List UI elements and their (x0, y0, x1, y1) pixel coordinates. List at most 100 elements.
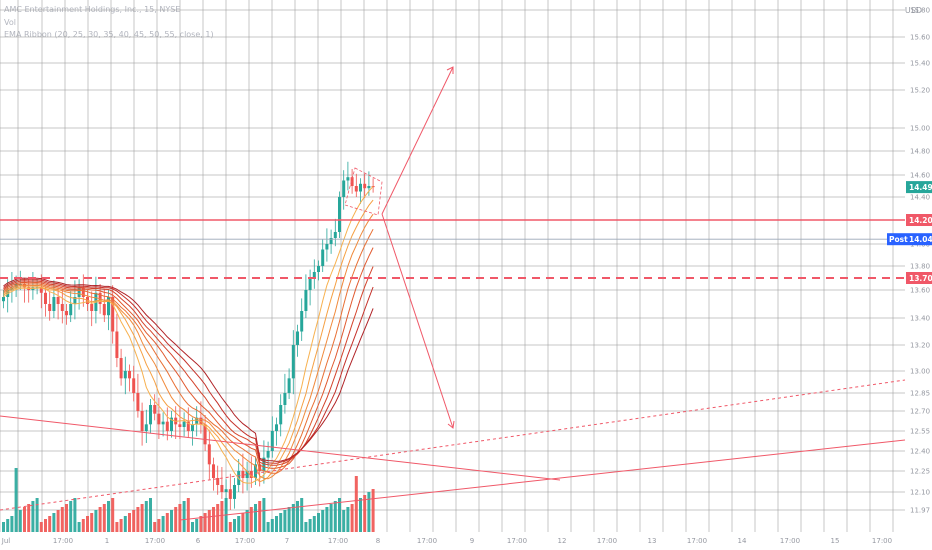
candle-body (287, 378, 291, 393)
candle-body (270, 431, 274, 451)
volume-bar (241, 513, 245, 532)
y-tick-label: 15.60 (910, 34, 930, 42)
candle-body (115, 331, 119, 358)
volume-bar (2, 522, 5, 532)
candle-body (153, 405, 157, 414)
volume-bar (157, 519, 161, 532)
x-tick-label: 1 (105, 537, 109, 545)
x-tick-label: 17:00 (53, 537, 73, 545)
volume-bar (296, 501, 299, 532)
candle-body (317, 266, 320, 272)
volume-bar (279, 513, 283, 532)
volume-bar (81, 519, 85, 532)
candle-body (161, 421, 165, 425)
candle-body (329, 238, 333, 244)
candle-body (191, 424, 194, 431)
x-tick-label: 15 (831, 537, 840, 545)
y-tick-label: 11.97 (910, 507, 930, 515)
y-tick-label: 12.55 (910, 428, 930, 436)
volume-bar (111, 498, 115, 532)
volume-bar (275, 516, 278, 532)
ema-ribbon-line (3, 199, 374, 483)
legend-indicator: EMA Ribbon (20, 25, 30, 35, 40, 45, 50, … (4, 30, 214, 39)
volume-bar (363, 495, 367, 532)
volume-bar (77, 522, 81, 532)
candle-body (304, 290, 308, 311)
volume-bar (283, 510, 287, 532)
y-tick-label: 13.40 (910, 315, 930, 323)
candle-body (275, 424, 278, 431)
x-tick-label: Jul (1, 537, 11, 545)
dashed-level-badge (906, 272, 932, 284)
candle-body (52, 297, 56, 311)
volume-bar (56, 510, 60, 532)
ema-ribbon-line (3, 277, 374, 462)
candle-body (359, 183, 362, 192)
post-label-text: Post (889, 235, 908, 244)
volume-bar (186, 498, 190, 532)
pattern-box (344, 167, 383, 216)
dashed-level-badge-text: 13.70 (909, 274, 932, 283)
candle-body (308, 278, 312, 290)
ema-ribbon-line (3, 228, 374, 474)
ema-ribbon-line (3, 279, 374, 464)
volume-bar (207, 510, 211, 532)
candle-body (321, 249, 325, 266)
y-tick-label: 15.80 (910, 7, 930, 15)
volume-bar (350, 504, 354, 532)
volume-bar (228, 522, 232, 532)
x-tick-label: 17:00 (235, 537, 255, 545)
arrow-up-line (381, 66, 454, 215)
volume-bar (354, 476, 358, 532)
candle-body (212, 464, 215, 478)
arrow-up-head (446, 66, 454, 74)
x-tick-label: 9 (470, 537, 474, 545)
volume-bar (65, 504, 68, 532)
volume-bar (115, 522, 119, 532)
volume-bar (199, 516, 203, 532)
volume-bar (136, 507, 140, 532)
volume-bar (31, 501, 35, 532)
level-badge-text: 14.20 (909, 216, 932, 225)
candle-body (333, 232, 337, 238)
y-tick-label: 13.00 (910, 368, 930, 376)
candle-body (233, 485, 236, 499)
arrow-down-line (381, 213, 454, 429)
volume-bar (90, 513, 94, 532)
x-tick-label: 17:00 (597, 537, 617, 545)
volume-bar (149, 498, 152, 532)
candle-body (178, 424, 182, 427)
ema-ribbon-line (3, 213, 374, 480)
candle-body (195, 417, 199, 425)
candle-body (149, 405, 152, 425)
volume-bar (144, 501, 148, 532)
candle-body (182, 421, 186, 427)
candle-body (312, 272, 316, 278)
x-tick-label: 17:00 (145, 537, 165, 545)
volume-bar (98, 507, 102, 532)
candle-body (170, 417, 173, 431)
volume-bar (317, 513, 320, 532)
candle-body (296, 331, 299, 345)
candle-body (136, 393, 140, 411)
x-tick-label: 17:00 (417, 537, 437, 545)
candle-body (186, 421, 190, 431)
y-tick-label: 13.20 (910, 342, 930, 350)
post-price-badge (906, 233, 932, 246)
volume-bar (39, 522, 43, 532)
currency-label: USD (904, 6, 922, 15)
candle-body (56, 297, 60, 304)
candle-body (279, 405, 283, 425)
candle-body (65, 311, 68, 316)
candle-body (354, 186, 358, 192)
volume-bar (304, 522, 308, 532)
trendline-down (0, 415, 561, 481)
candle-body (350, 177, 354, 186)
candle-body (132, 378, 136, 393)
candle-body (81, 287, 85, 297)
candle-body (144, 424, 148, 431)
y-tick-label: 15.20 (910, 87, 930, 95)
volume-bar (119, 519, 123, 532)
y-tick-label: 15.00 (910, 125, 930, 133)
